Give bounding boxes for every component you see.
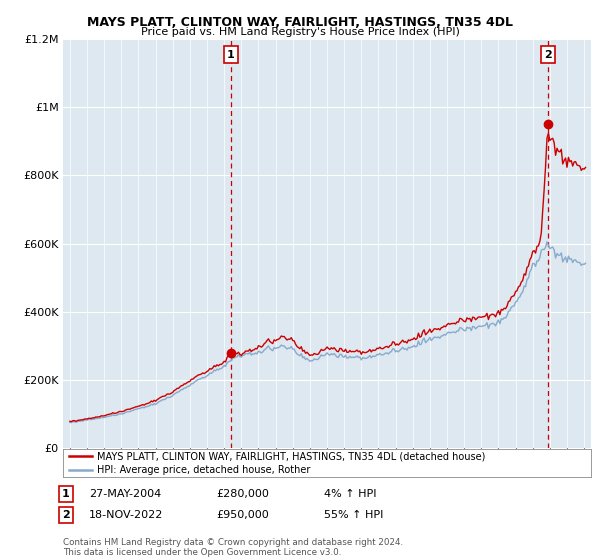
- Text: 4% ↑ HPI: 4% ↑ HPI: [324, 489, 377, 499]
- Text: HPI: Average price, detached house, Rother: HPI: Average price, detached house, Roth…: [97, 465, 311, 475]
- Text: 55% ↑ HPI: 55% ↑ HPI: [324, 510, 383, 520]
- Text: £950,000: £950,000: [216, 510, 269, 520]
- Text: 1: 1: [227, 49, 235, 59]
- Text: Price paid vs. HM Land Registry's House Price Index (HPI): Price paid vs. HM Land Registry's House …: [140, 27, 460, 37]
- Text: 2: 2: [544, 49, 551, 59]
- Text: 18-NOV-2022: 18-NOV-2022: [89, 510, 163, 520]
- Text: £280,000: £280,000: [216, 489, 269, 499]
- Text: MAYS PLATT, CLINTON WAY, FAIRLIGHT, HASTINGS, TN35 4DL (detached house): MAYS PLATT, CLINTON WAY, FAIRLIGHT, HAST…: [97, 451, 485, 461]
- Text: Contains HM Land Registry data © Crown copyright and database right 2024.
This d: Contains HM Land Registry data © Crown c…: [63, 538, 403, 557]
- Text: 1: 1: [62, 489, 70, 499]
- Text: MAYS PLATT, CLINTON WAY, FAIRLIGHT, HASTINGS, TN35 4DL: MAYS PLATT, CLINTON WAY, FAIRLIGHT, HAST…: [87, 16, 513, 29]
- Text: 27-MAY-2004: 27-MAY-2004: [89, 489, 161, 499]
- Text: 2: 2: [62, 510, 70, 520]
